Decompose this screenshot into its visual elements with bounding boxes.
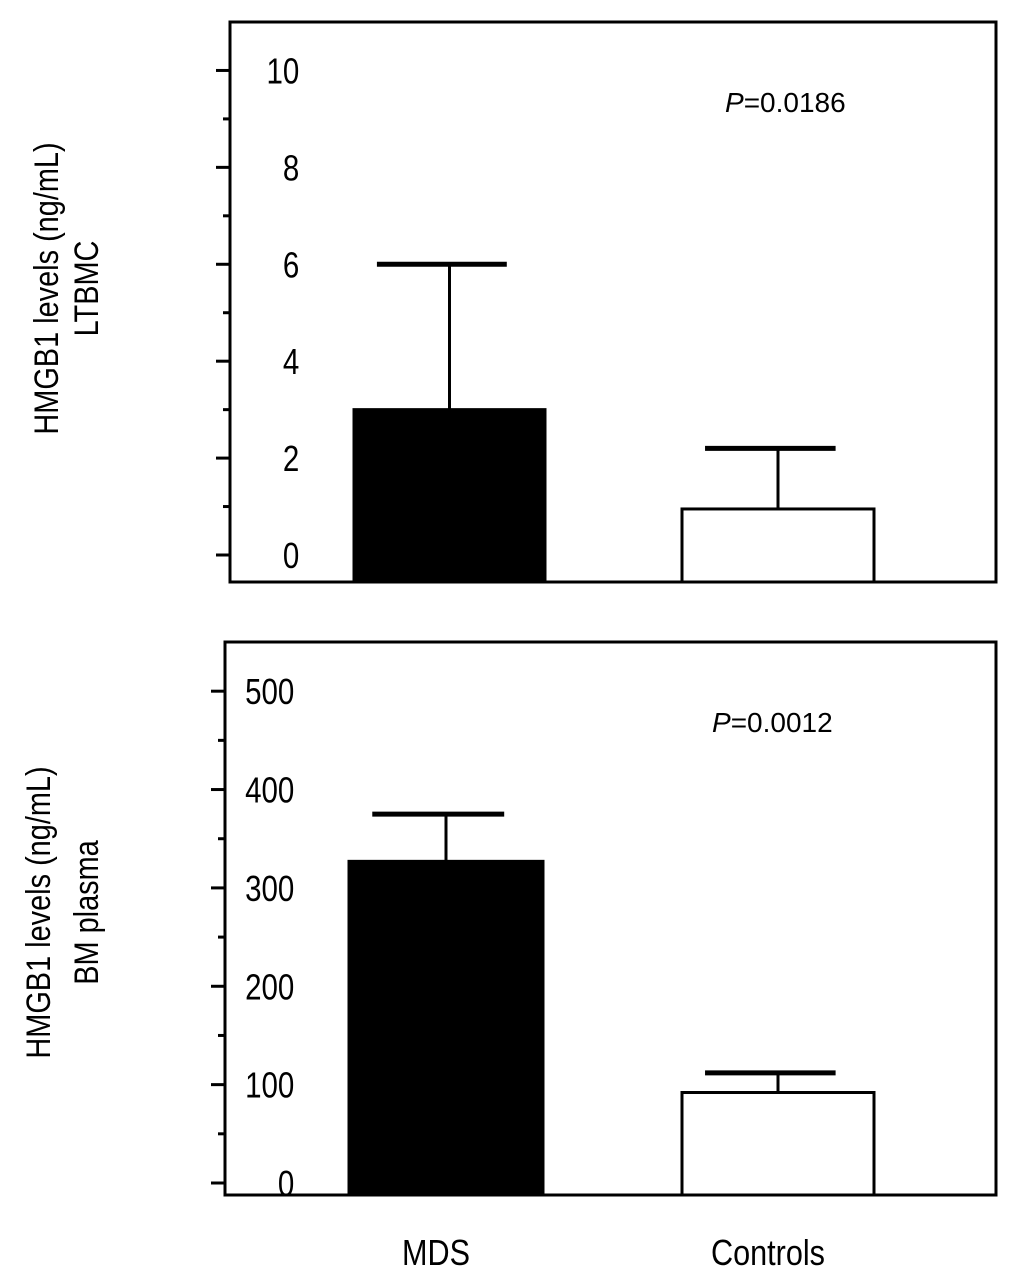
y-axis-label: HMGB1 levels (ng/mL) — [27, 142, 66, 434]
y-tick-label: 100 — [245, 1065, 294, 1105]
p-value-annotation: P=0.0186 — [725, 87, 846, 118]
plot-frame — [228, 20, 998, 584]
y-tick-label: 300 — [245, 868, 294, 908]
y-tick-label: 6 — [283, 244, 299, 284]
bar-mds — [352, 408, 547, 584]
p-value-number: =0.0012 — [731, 707, 833, 738]
bar-controls — [680, 1091, 876, 1197]
y-tick-label: 8 — [283, 148, 299, 188]
category-labels: MDS Controls — [402, 1234, 825, 1274]
y-tick-label: 0 — [283, 535, 299, 575]
y-axis-sublabel: BM plasma — [67, 840, 106, 985]
panel-ltbmc: 0 2 4 6 8 10 HMGB1 levels (ng/mL) LTBMC P=0.0186 — [27, 20, 998, 584]
p-value-annotation: P=0.0012 — [712, 707, 833, 738]
x-category-label: Controls — [711, 1234, 825, 1274]
p-value-symbol: P — [712, 707, 731, 738]
y-tick-label: 400 — [245, 770, 294, 810]
x-category-label: MDS — [402, 1234, 470, 1274]
y-axis-sublabel: LTBMC — [67, 241, 106, 337]
y-tick-label: 200 — [245, 966, 294, 1006]
y-axis-label: HMGB1 levels (ng/mL) — [19, 766, 58, 1058]
plot-frame — [223, 640, 998, 1197]
y-tick-label: 4 — [283, 341, 299, 381]
p-value-number: =0.0186 — [744, 87, 846, 118]
y-tick-label: 500 — [245, 671, 294, 711]
panel-bm-plasma: 0 100 200 300 400 500 HMGB1 levels (ng/mL) BM p… — [19, 640, 998, 1204]
bar-controls — [680, 507, 876, 584]
y-tick-label: 2 — [283, 438, 299, 478]
y-tick-label: 10 — [267, 51, 300, 91]
p-value-symbol: P — [725, 87, 744, 118]
bar-mds — [347, 859, 545, 1197]
y-tick-label: 0 — [278, 1163, 294, 1203]
